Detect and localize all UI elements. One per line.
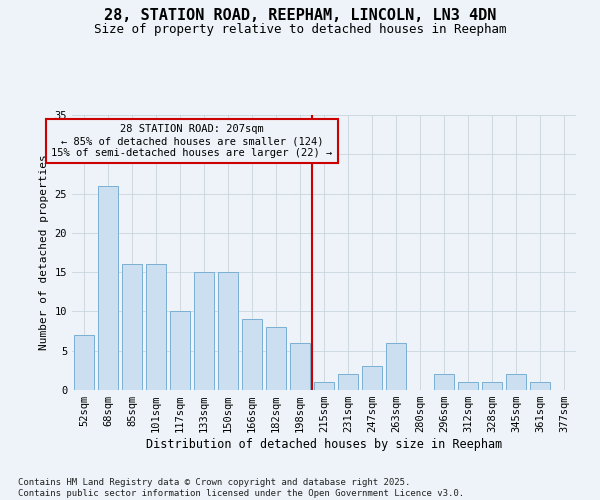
X-axis label: Distribution of detached houses by size in Reepham: Distribution of detached houses by size … — [146, 438, 502, 451]
Bar — [242, 320, 262, 390]
Text: 28 STATION ROAD: 207sqm
← 85% of detached houses are smaller (124)
15% of semi-d: 28 STATION ROAD: 207sqm ← 85% of detache… — [52, 124, 332, 158]
Bar — [170, 312, 190, 390]
Bar — [266, 327, 286, 390]
Bar — [290, 343, 310, 390]
Bar — [122, 264, 142, 390]
Bar — [194, 272, 214, 390]
Bar — [98, 186, 118, 390]
Bar — [314, 382, 334, 390]
Text: Contains HM Land Registry data © Crown copyright and database right 2025.
Contai: Contains HM Land Registry data © Crown c… — [18, 478, 464, 498]
Bar — [506, 374, 526, 390]
Bar — [482, 382, 502, 390]
Bar — [530, 382, 550, 390]
Y-axis label: Number of detached properties: Number of detached properties — [39, 154, 49, 350]
Bar — [434, 374, 454, 390]
Text: 28, STATION ROAD, REEPHAM, LINCOLN, LN3 4DN: 28, STATION ROAD, REEPHAM, LINCOLN, LN3 … — [104, 8, 496, 22]
Bar — [146, 264, 166, 390]
Bar — [458, 382, 478, 390]
Bar — [74, 335, 94, 390]
Bar — [386, 343, 406, 390]
Text: Size of property relative to detached houses in Reepham: Size of property relative to detached ho… — [94, 22, 506, 36]
Bar — [218, 272, 238, 390]
Bar — [338, 374, 358, 390]
Bar — [362, 366, 382, 390]
